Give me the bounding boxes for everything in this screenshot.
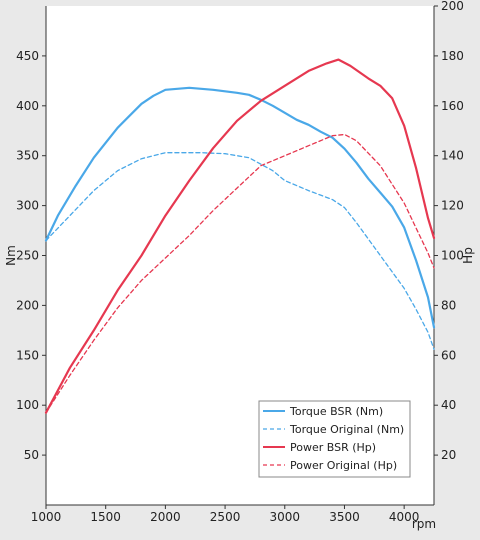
x-axis-title: rpm (412, 517, 436, 531)
x-tick-label: 4000 (389, 510, 420, 524)
x-tick-label: 3500 (329, 510, 360, 524)
y-right-tick-label: 80 (441, 298, 456, 312)
series-line-4 (45, 133, 435, 414)
y-right-tick-label: 160 (441, 99, 464, 113)
y-left-tick-label: 50 (24, 448, 39, 462)
series-lines (44, 58, 436, 414)
legend-label: Torque Original (Nm) (289, 423, 404, 436)
y-right-tick-label: 100 (441, 249, 464, 263)
x-tick-label: 2500 (210, 510, 241, 524)
y-left-tick-label: 250 (16, 249, 39, 263)
y-right-tick-label: 60 (441, 348, 456, 362)
legend-box (258, 400, 411, 478)
y-left-tick-label: 150 (16, 348, 39, 362)
y-right-tick-label: 40 (441, 398, 456, 412)
y-left-tick-label: 400 (16, 99, 39, 113)
series-line-2 (45, 152, 435, 350)
legend: Torque BSR (Nm) Torque Original (Nm) Power… (258, 400, 411, 478)
y-right-tick-label: 200 (441, 0, 464, 13)
legend-label: Torque BSR (Nm) (289, 405, 383, 418)
axes: 1000 1500 2000 2500 3000 3500 4000 50 100 150 200 2… (16, 0, 464, 524)
y-right-tick-label: 20 (441, 448, 456, 462)
x-tick-label: 2000 (150, 510, 181, 524)
legend-label: Power BSR (Hp) (290, 441, 376, 454)
series-line-1 (44, 86, 436, 329)
y-left-tick-label: 200 (16, 298, 39, 312)
y-right-tick-label: 140 (441, 149, 464, 163)
series-line-3 (44, 58, 436, 414)
y-axis-left-title: Nm (4, 245, 18, 266)
y-right-tick-label: 120 (441, 199, 464, 213)
y-left-tick-label: 350 (16, 149, 39, 163)
y-right-tick-label: 180 (441, 49, 464, 63)
x-tick-label: 3000 (269, 510, 300, 524)
y-left-tick-label: 100 (16, 398, 39, 412)
y-left-tick-label: 300 (16, 199, 39, 213)
x-tick-label: 1000 (31, 510, 62, 524)
legend-label: Power Original (Hp) (290, 459, 397, 472)
y-left-tick-label: 450 (16, 49, 39, 63)
y-axis-right-title: Hp (461, 247, 475, 264)
x-tick-label: 1500 (90, 510, 121, 524)
